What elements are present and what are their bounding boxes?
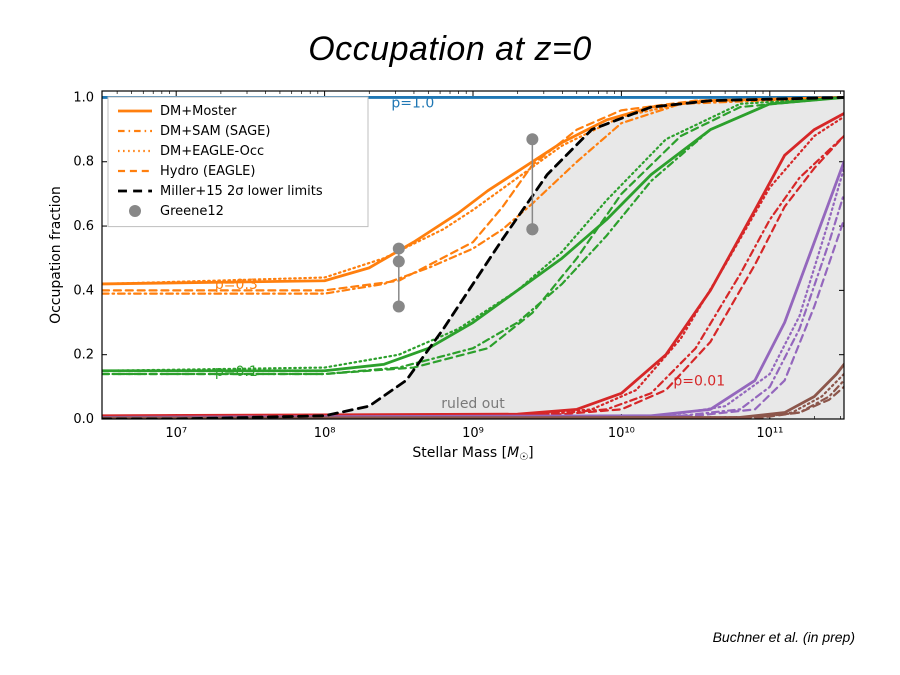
- svg-text:Occupation fraction: Occupation fraction: [48, 186, 64, 324]
- svg-text:p=1.0: p=1.0: [391, 95, 434, 111]
- svg-text:10¹⁰: 10¹⁰: [608, 426, 635, 441]
- svg-text:Hydro (EAGLE): Hydro (EAGLE): [160, 164, 255, 179]
- occupation-chart: 0.0 0.2 0.4 0.6 0.8 1.0 10⁷ 10⁸ 10⁹ 10¹⁰ 10¹¹ Stell…: [40, 79, 860, 469]
- svg-text:10¹¹: 10¹¹: [756, 426, 783, 441]
- svg-text:1.0: 1.0: [73, 90, 94, 105]
- svg-text:Greene12: Greene12: [160, 204, 224, 219]
- svg-text:10⁹: 10⁹: [462, 426, 484, 441]
- credit-line: Buchner et al. (in prep): [713, 629, 855, 645]
- chart-container: 0.0 0.2 0.4 0.6 0.8 1.0 10⁷ 10⁸ 10⁹ 10¹⁰ 10¹¹ Stell…: [40, 79, 860, 469]
- svg-text:ruled out: ruled out: [441, 396, 505, 412]
- svg-text:DM+EAGLE-Occ: DM+EAGLE-Occ: [160, 144, 264, 159]
- svg-text:p=0.01: p=0.01: [673, 373, 725, 389]
- svg-text:0.4: 0.4: [73, 283, 94, 298]
- slide-title: Occupation at z=0: [0, 30, 900, 69]
- svg-text:DM+SAM (SAGE): DM+SAM (SAGE): [160, 124, 270, 139]
- svg-text:10⁷: 10⁷: [165, 426, 187, 441]
- svg-text:0.2: 0.2: [73, 348, 94, 363]
- svg-text:0.8: 0.8: [73, 155, 94, 170]
- svg-text:DM+Moster: DM+Moster: [160, 104, 237, 119]
- svg-text:10⁸: 10⁸: [314, 426, 336, 441]
- svg-text:0.6: 0.6: [73, 219, 94, 234]
- svg-text:Stellar Mass [M☉]: Stellar Mass [M☉]: [412, 445, 533, 463]
- svg-text:0.0: 0.0: [73, 412, 94, 427]
- svg-text:p=0.1: p=0.1: [215, 364, 258, 380]
- svg-text:Miller+15 2σ lower limits: Miller+15 2σ lower limits: [160, 184, 323, 199]
- svg-text:p=0.3: p=0.3: [215, 277, 258, 293]
